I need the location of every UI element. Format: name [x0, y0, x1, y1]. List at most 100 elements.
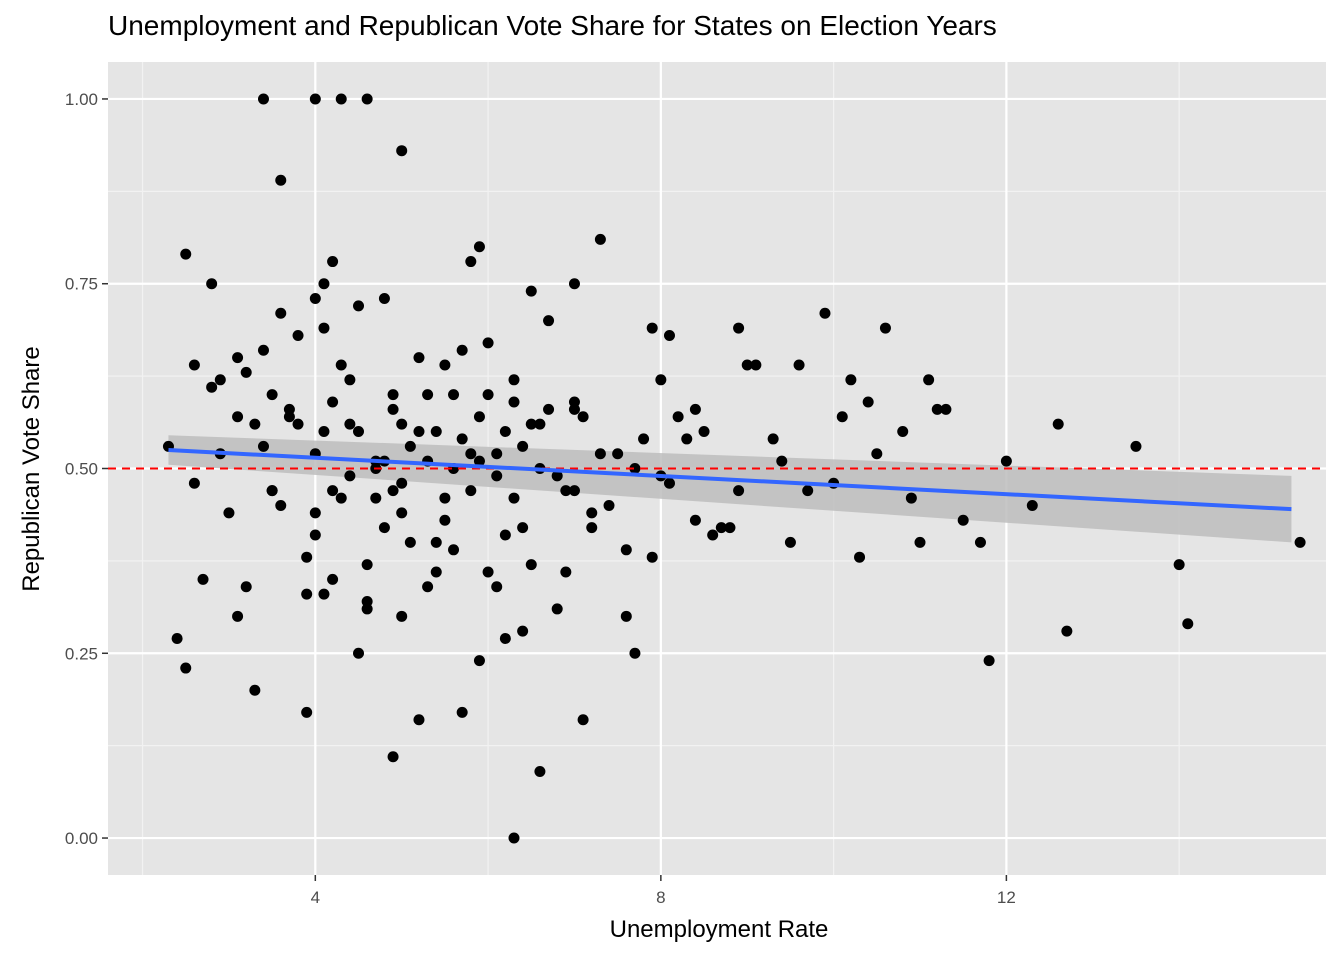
data-point [171, 632, 183, 644]
data-point [517, 440, 529, 452]
data-point [318, 322, 330, 334]
data-point [422, 581, 434, 593]
data-point [387, 485, 399, 497]
data-point [491, 448, 503, 460]
data-point [672, 411, 684, 423]
data-point [1130, 440, 1142, 452]
data-point [353, 426, 365, 438]
data-point [741, 359, 753, 371]
data-point [232, 352, 244, 364]
data-point [275, 307, 287, 319]
data-point [232, 610, 244, 622]
x-tick-label: 4 [311, 888, 320, 907]
data-point [646, 551, 658, 563]
data-point [413, 714, 425, 726]
data-point [327, 485, 339, 497]
data-point [1000, 455, 1012, 467]
data-point [396, 507, 408, 519]
data-point [430, 426, 442, 438]
data-point [465, 448, 477, 460]
data-point [862, 396, 874, 408]
data-point [197, 573, 209, 585]
data-point [232, 411, 244, 423]
data-point [413, 426, 425, 438]
data-point [689, 514, 701, 526]
data-point [396, 610, 408, 622]
chart-title: Unemployment and Republican Vote Share f… [108, 10, 997, 41]
data-point [499, 632, 511, 644]
data-point [603, 499, 615, 511]
data-point [292, 329, 304, 341]
data-point [327, 573, 339, 585]
data-point [879, 322, 891, 334]
data-point [249, 418, 261, 430]
data-point [257, 440, 269, 452]
data-point [957, 514, 969, 526]
data-point [819, 307, 831, 319]
data-point [335, 93, 347, 105]
data-point [974, 536, 986, 548]
data-point [776, 455, 788, 467]
data-point [327, 396, 339, 408]
data-point [266, 485, 278, 497]
data-point [309, 93, 321, 105]
data-point [551, 470, 563, 482]
data-point [767, 433, 779, 445]
data-point [318, 588, 330, 600]
data-point [456, 433, 468, 445]
data-point [1173, 559, 1185, 571]
data-point [689, 403, 701, 415]
data-point [353, 300, 365, 312]
data-point [456, 706, 468, 718]
data-point [508, 832, 520, 844]
data-point [473, 241, 485, 253]
data-point [594, 448, 606, 460]
data-point [707, 529, 719, 541]
data-point [378, 293, 390, 305]
data-point [439, 359, 451, 371]
data-point [568, 396, 580, 408]
data-point [188, 359, 200, 371]
data-point [309, 293, 321, 305]
data-point [387, 751, 399, 763]
data-point [793, 359, 805, 371]
data-point [1026, 499, 1038, 511]
data-point [473, 411, 485, 423]
data-point [240, 581, 252, 593]
data-point [499, 426, 511, 438]
data-point [663, 477, 675, 489]
points-layer [162, 93, 1306, 844]
data-point [698, 426, 710, 438]
data-point [551, 603, 563, 615]
data-point [508, 492, 520, 504]
data-point [370, 492, 382, 504]
data-point [257, 93, 269, 105]
data-point [482, 337, 494, 349]
data-point [301, 588, 313, 600]
data-point [854, 551, 866, 563]
data-point [430, 566, 442, 578]
data-point [577, 411, 589, 423]
data-point [439, 514, 451, 526]
data-point [361, 93, 373, 105]
confidence-band-layer [168, 435, 1292, 543]
data-point [517, 625, 529, 637]
data-point [560, 566, 572, 578]
data-point [413, 352, 425, 364]
data-point [525, 559, 537, 571]
data-point [206, 278, 218, 290]
data-point [309, 529, 321, 541]
data-point [560, 485, 572, 497]
data-point [422, 389, 434, 401]
data-point [534, 766, 546, 778]
data-point [638, 433, 650, 445]
data-point [508, 396, 520, 408]
data-point [724, 522, 736, 534]
trend-line [168, 448, 1292, 512]
data-point [784, 536, 796, 548]
data-point [180, 662, 192, 674]
data-point [1052, 418, 1064, 430]
data-point [586, 507, 598, 519]
data-point [914, 536, 926, 548]
x-tick-label: 12 [997, 888, 1016, 907]
